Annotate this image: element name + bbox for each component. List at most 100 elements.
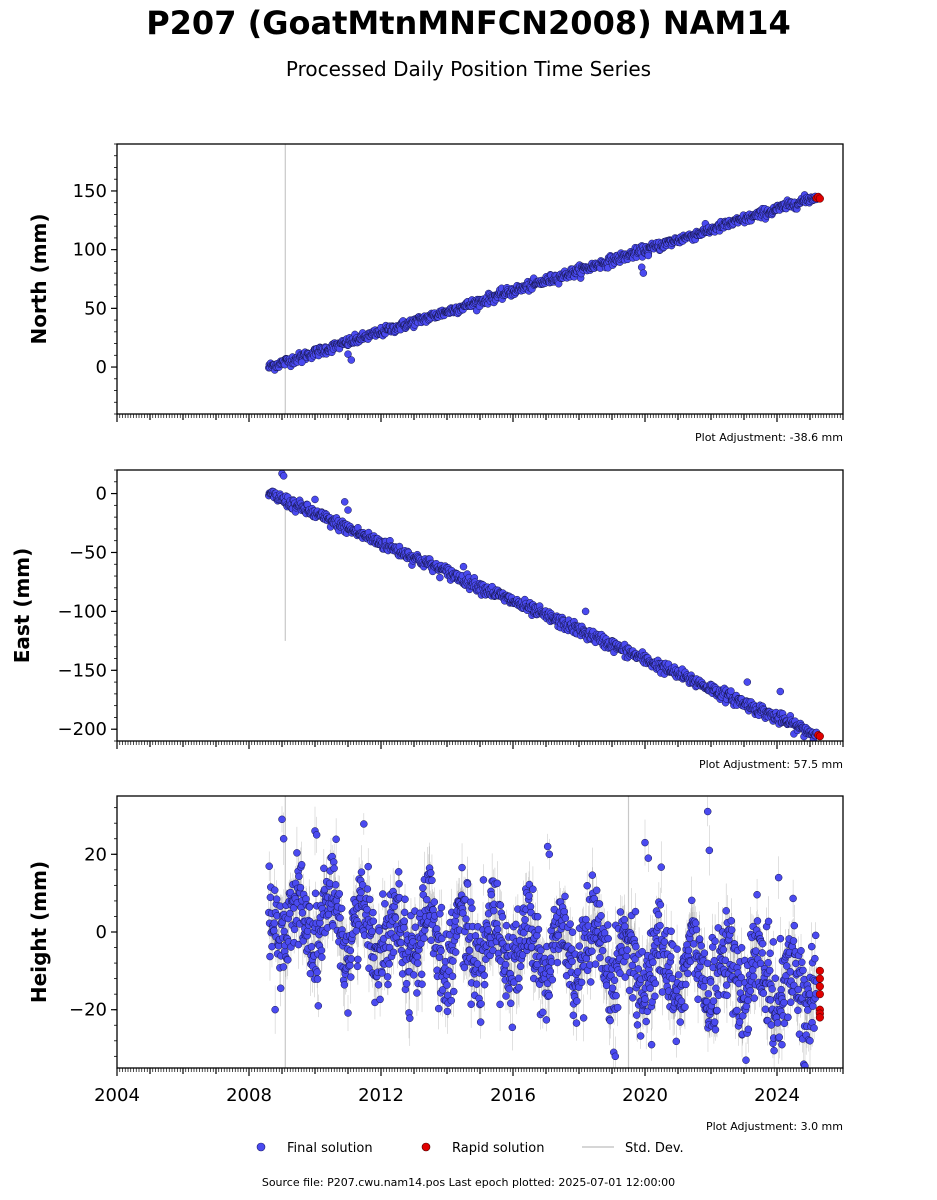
final-solution-point xyxy=(307,942,316,951)
final-solution-point xyxy=(330,864,338,873)
final-solution-point xyxy=(427,869,435,877)
final-solution-point xyxy=(357,868,366,876)
final-solution-point xyxy=(369,917,378,925)
y-tick-label: −200 xyxy=(58,719,107,740)
final-solution-point xyxy=(332,835,340,843)
final-solution-point xyxy=(451,948,460,956)
final-solution-points xyxy=(265,807,821,1068)
final-solution-point xyxy=(266,952,274,961)
chart-title: P207 (GoatMtnMNFCN2008) NAM14 xyxy=(146,4,791,42)
final-solution-point xyxy=(364,862,372,871)
final-solution-point xyxy=(384,980,392,989)
y-tick-label: 0 xyxy=(96,357,107,378)
rapid-solution-point xyxy=(815,194,824,203)
final-solution-point xyxy=(400,917,408,925)
final-solution-point xyxy=(434,1004,443,1013)
final-solution-point xyxy=(280,927,288,936)
final-solution-point xyxy=(400,924,408,932)
final-solution-point xyxy=(417,970,426,979)
final-solution-points xyxy=(265,470,821,741)
final-solution-point xyxy=(270,886,279,894)
final-solution-point xyxy=(276,984,285,993)
final-solution-point xyxy=(286,909,294,918)
final-solution-point xyxy=(335,890,344,898)
final-solution-point xyxy=(279,963,288,971)
final-solution-point xyxy=(428,876,436,885)
final-solution-point xyxy=(354,955,362,964)
final-solution-point xyxy=(413,989,421,997)
final-solution-point xyxy=(406,1014,414,1022)
final-solution-point xyxy=(363,905,371,914)
rapid-solution-points xyxy=(814,731,824,741)
final-solution-point xyxy=(293,849,301,857)
final-solution-point xyxy=(448,972,457,981)
final-solution-point xyxy=(443,1007,452,1016)
final-solution-point xyxy=(436,910,444,918)
final-solution-point xyxy=(284,956,292,964)
final-solution-point xyxy=(379,890,387,898)
panel-1: 0 50 100 150 North (mm) Plot Adjustment: -38.… xyxy=(27,143,844,444)
final-solution-point xyxy=(331,881,340,889)
final-solution-point xyxy=(324,910,333,919)
final-solution-point xyxy=(437,903,446,912)
plot-adjustment-label: Plot Adjustment: 57.5 mm xyxy=(699,758,843,771)
final-solution-point xyxy=(271,1005,279,1014)
final-solution-point xyxy=(438,986,447,994)
final-solution-point xyxy=(420,934,428,942)
final-solution-point xyxy=(305,903,314,911)
y-axis-label: East (mm) xyxy=(10,548,34,664)
final-solution-point xyxy=(340,498,349,506)
final-solution-point xyxy=(438,934,446,943)
final-solution-point xyxy=(400,908,409,917)
plot-adjustment-label: Plot Adjustment: -38.6 mm xyxy=(695,431,843,444)
final-solution-point xyxy=(644,251,653,260)
final-solution-point xyxy=(297,860,306,869)
final-solution-point xyxy=(347,973,355,981)
final-solution-point xyxy=(413,959,422,968)
final-solution-point xyxy=(401,895,409,904)
final-solution-point xyxy=(347,955,355,963)
y-tick-label: −150 xyxy=(58,660,107,681)
panel-data xyxy=(265,144,824,414)
final-solution-point xyxy=(413,953,422,961)
final-solution-point xyxy=(290,925,299,934)
final-solution-point xyxy=(357,888,365,897)
final-solution-point xyxy=(402,979,411,988)
final-solution-points xyxy=(265,191,821,374)
final-solution-point xyxy=(318,953,326,961)
final-solution-point xyxy=(383,973,392,981)
final-solution-point xyxy=(389,948,398,957)
final-solution-point xyxy=(272,895,281,903)
final-solution-point xyxy=(317,946,326,955)
y-tick-label: −50 xyxy=(69,542,107,563)
final-solution-point xyxy=(395,880,403,888)
chart-subtitle: Processed Daily Position Time Series xyxy=(285,57,652,81)
final-solution-point xyxy=(369,908,377,917)
final-solution-point xyxy=(447,996,456,1005)
final-solution-point xyxy=(727,687,735,695)
final-solution-point xyxy=(376,995,384,1004)
final-solution-point xyxy=(353,962,362,971)
panel-data xyxy=(265,796,824,1068)
panel-frame xyxy=(116,143,844,415)
final-solution-point xyxy=(427,936,435,944)
final-solution-point xyxy=(743,678,752,686)
final-solution-point xyxy=(369,953,378,962)
final-solution-point xyxy=(313,968,321,976)
panel-2: −200 −150 −100 −50 0 East (mm) Plot Adjustment… xyxy=(10,469,844,771)
final-solution-point xyxy=(397,938,405,947)
final-solution-point xyxy=(298,358,306,367)
final-solution-point xyxy=(270,926,278,935)
final-solution-point xyxy=(347,356,356,364)
final-solution-point xyxy=(776,687,785,696)
final-solution-point xyxy=(444,991,452,1000)
final-solution-point xyxy=(296,883,305,892)
final-solution-point xyxy=(385,960,393,968)
final-solution-point xyxy=(344,506,352,514)
y-tick-label: 100 xyxy=(73,240,107,261)
y-tick-label: 50 xyxy=(84,298,107,319)
rapid-solution-point xyxy=(815,732,824,741)
final-solution-point xyxy=(435,953,444,962)
final-solution-point xyxy=(430,898,439,906)
